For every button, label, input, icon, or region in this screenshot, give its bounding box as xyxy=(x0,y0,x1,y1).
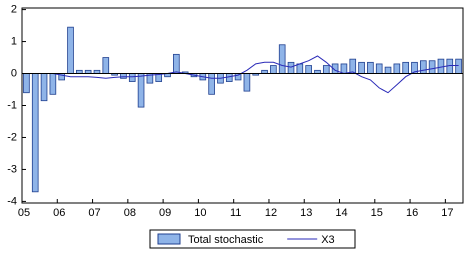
bar xyxy=(120,73,127,79)
bar xyxy=(31,73,39,193)
bar xyxy=(270,65,277,74)
x-tick-label: 08 xyxy=(124,207,136,219)
x-tick-label: 10 xyxy=(194,207,206,219)
legend-box xyxy=(149,229,356,249)
bar xyxy=(67,26,74,74)
x-tick-label: 07 xyxy=(88,207,100,219)
y-tick-label: 0 xyxy=(11,67,17,79)
bar xyxy=(128,73,136,82)
bar xyxy=(243,73,251,92)
bar xyxy=(349,58,357,74)
x-tick-label: 06 xyxy=(53,207,65,219)
x-tick-label: 09 xyxy=(159,207,171,219)
y-tick-label: -1 xyxy=(7,99,17,111)
y-tick-label: 1 xyxy=(11,35,17,47)
bar xyxy=(375,63,383,74)
bar xyxy=(393,63,401,74)
bar xyxy=(137,73,145,108)
bar xyxy=(305,65,312,74)
y-tick-label: -3 xyxy=(7,163,17,175)
y-tick-label: 2 xyxy=(11,4,17,16)
x-tick-label: 11 xyxy=(230,207,241,219)
bar xyxy=(402,61,409,74)
bar xyxy=(23,73,30,94)
x-tick-label: 17 xyxy=(441,207,453,219)
bar xyxy=(102,57,110,74)
legend-swatch xyxy=(157,233,181,245)
bar xyxy=(384,66,392,74)
y-tick-label: -4 xyxy=(7,195,17,207)
bar xyxy=(340,63,348,74)
bar xyxy=(367,61,374,74)
bar xyxy=(278,44,286,74)
bar xyxy=(49,73,57,95)
legend-label: Total stochastic xyxy=(188,234,264,246)
legend-label: X3 xyxy=(321,234,334,246)
plot-frame xyxy=(21,7,464,204)
line xyxy=(52,55,459,94)
x-tick-label: 05 xyxy=(18,207,30,219)
bar xyxy=(40,73,48,102)
bar xyxy=(322,65,330,74)
bar xyxy=(428,60,436,74)
x-tick-label: 12 xyxy=(265,207,277,219)
bar xyxy=(296,63,304,74)
y-tick-label: -2 xyxy=(7,131,17,143)
x-tick-label: 14 xyxy=(335,207,347,219)
x-tick-label: 13 xyxy=(300,207,312,219)
bar xyxy=(287,61,295,74)
bar xyxy=(173,53,180,74)
x-tick-label: 15 xyxy=(371,207,383,219)
bar xyxy=(455,58,462,74)
bar xyxy=(419,60,427,74)
bar xyxy=(358,61,365,74)
bar xyxy=(208,73,215,95)
x-tick-label: 16 xyxy=(406,207,418,219)
